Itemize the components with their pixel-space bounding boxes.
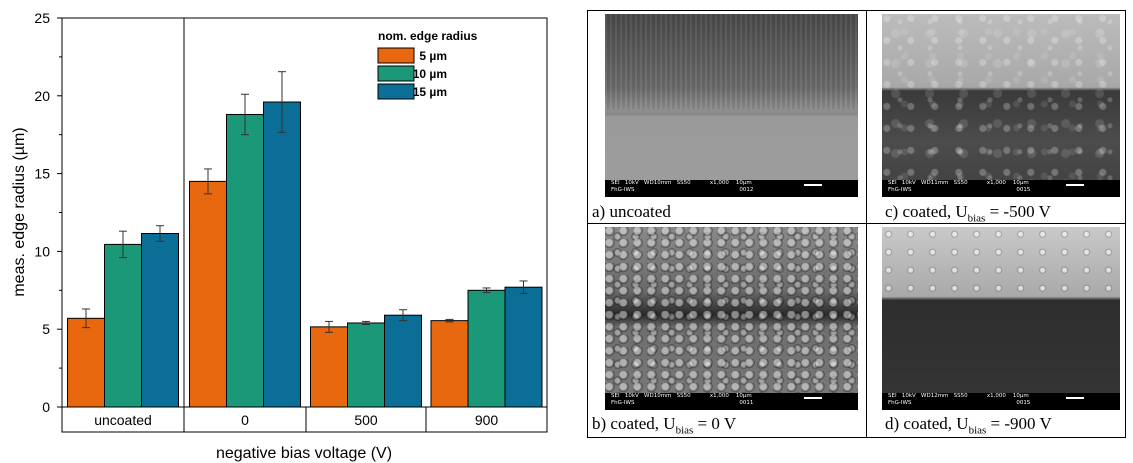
bar-0-1	[226, 113, 264, 408]
category-labels: uncoated 0 500 900	[94, 407, 498, 432]
bar-900-0	[430, 320, 469, 408]
error-bars	[82, 71, 528, 333]
y-axis: 0 5 10 15 20 25	[34, 10, 62, 415]
bar-uncoated-0	[67, 317, 105, 408]
bar-uncoated-1	[104, 243, 142, 408]
bar-500-0	[310, 326, 348, 408]
caption-a: a) uncoated	[592, 202, 671, 221]
caption-d: d) coated, Ubias = -900 V	[885, 414, 1052, 437]
caption-b: b) coated, Ubias = 0 V	[592, 414, 737, 437]
bar-uncoated-2	[141, 233, 179, 408]
edge-radius-bar-chart: 0 5 10 15 20 25 uncoated 0 500 900 negative bias…	[11, 10, 548, 462]
y-tick-label-0: 0	[42, 399, 50, 415]
bars	[67, 101, 543, 408]
bar-900-2	[504, 286, 543, 408]
legend-swatch-1	[377, 65, 415, 82]
sem-image-minus-900v: SEI 10kV WD12mm SS50 x1,000 10µm FhG-IWS …	[882, 227, 1120, 410]
sem-info-a: SEI 10kV WD10mm SS50 x1,000 10µm	[611, 180, 752, 186]
x-axis-label: negative bias voltage (V)	[216, 445, 392, 462]
legend: nom. edge radius 5 µm 10 µm 15 µm	[377, 29, 478, 100]
legend-swatch-0	[377, 47, 415, 64]
sem-image-minus-500v: SEI 10kV WD11mm SS50 x1,000 10µm FhG-IWS …	[882, 14, 1120, 197]
bar-900-1	[467, 289, 506, 408]
category-label-1: 0	[241, 412, 249, 428]
bar-500-2	[384, 314, 422, 408]
y-tick-label-5: 25	[34, 10, 50, 26]
y-axis-label: meas. edge radius (µm)	[11, 127, 28, 296]
bar-0-2	[263, 101, 301, 408]
y-tick-label-3: 15	[34, 166, 50, 182]
category-label-band	[61, 406, 548, 433]
sem-image-0v: SEI 10kV WD10mm SS50 x1,000 10µm FhG-IWS …	[605, 227, 858, 410]
legend-swatch-2	[377, 83, 415, 100]
legend-title: nom. edge radius	[378, 29, 478, 43]
y-tick-label-2: 10	[34, 243, 50, 259]
sem-image-uncoated: SEI 10kV WD10mm SS50 x1,000 10µm FhG-IWS …	[605, 14, 858, 197]
sem-micrograph-panel: SEI 10kV WD10mm SS50 x1,000 10µm FhG-IWS …	[587, 10, 1126, 438]
legend-label-1: 10 µm	[413, 67, 447, 81]
y-tick-label-4: 20	[34, 88, 50, 104]
legend-label-0: 5 µm	[419, 49, 447, 63]
y-tick-label-1: 5	[42, 321, 50, 337]
category-label-2: 500	[354, 412, 378, 428]
bar-500-1	[347, 322, 385, 408]
category-label-3: 900	[475, 412, 499, 428]
caption-c: c) coated, Ubias = -500 V	[885, 202, 1051, 225]
legend-label-2: 15 µm	[413, 85, 447, 99]
category-label-0: uncoated	[94, 412, 152, 428]
bar-0-0	[189, 180, 227, 408]
